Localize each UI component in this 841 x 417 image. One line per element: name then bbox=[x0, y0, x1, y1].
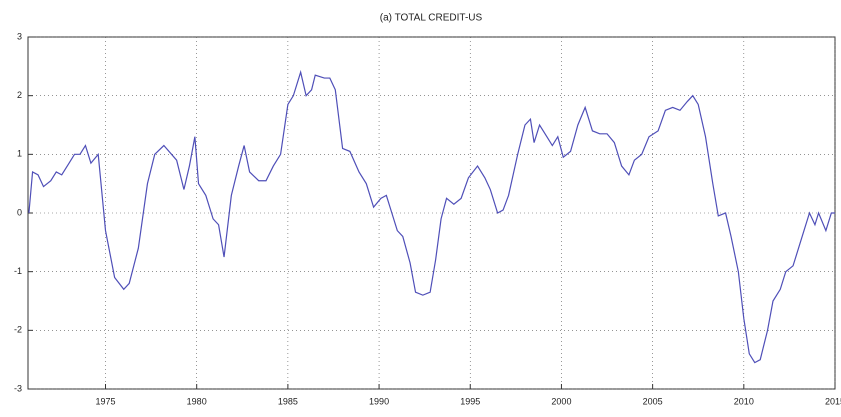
x-tick-label: 2010 bbox=[734, 396, 754, 406]
x-tick-label: 1980 bbox=[187, 396, 207, 406]
x-tick-label: 2000 bbox=[551, 396, 571, 406]
x-tick-label: 1995 bbox=[460, 396, 480, 406]
x-tick-label: 2005 bbox=[643, 396, 663, 406]
y-tick-label: 0 bbox=[17, 207, 22, 217]
y-tick-label: -2 bbox=[14, 325, 22, 335]
chart-title: (a) TOTAL CREDIT-US bbox=[380, 13, 483, 24]
y-tick-label: 3 bbox=[17, 31, 22, 41]
y-tick-label: 2 bbox=[17, 90, 22, 100]
x-tick-label: 2015 bbox=[825, 396, 841, 406]
data-line bbox=[28, 69, 835, 364]
y-tick-label: -1 bbox=[14, 266, 22, 276]
y-tick-label: 1 bbox=[17, 149, 22, 159]
plot-frame bbox=[27, 36, 836, 390]
x-tick-label: 1990 bbox=[369, 396, 389, 406]
x-tick-label: 1985 bbox=[278, 396, 298, 406]
y-tick-label: -3 bbox=[14, 383, 22, 393]
x-tick-label: 1975 bbox=[95, 396, 115, 406]
